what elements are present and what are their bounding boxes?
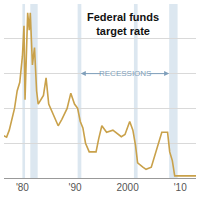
- svg-text:2000: 2000: [116, 182, 139, 193]
- svg-text:'10: '10: [174, 182, 187, 193]
- svg-text:RECESSIONS: RECESSIONS: [99, 69, 151, 78]
- svg-text:'90: '90: [68, 182, 81, 193]
- svg-text:'80: '80: [16, 182, 29, 193]
- svg-text:Federal fundstarget rate: Federal fundstarget rate: [87, 11, 159, 37]
